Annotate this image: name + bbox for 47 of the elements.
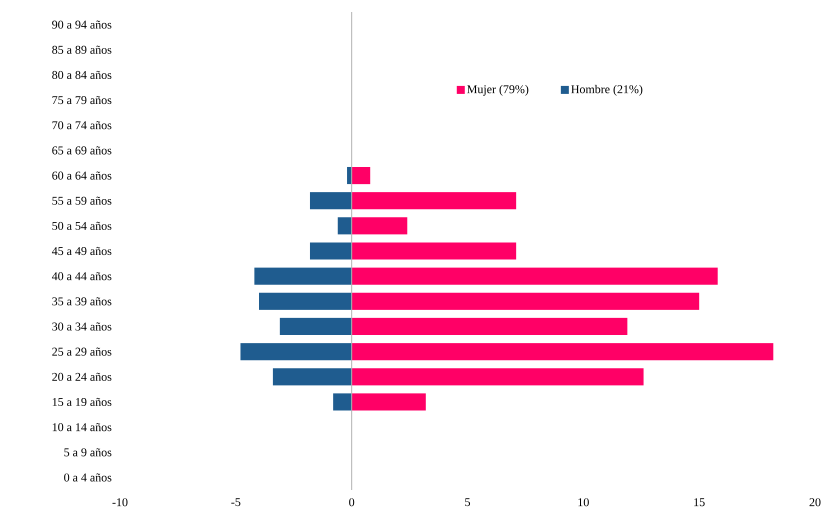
- x-tick-label: 10: [578, 498, 589, 506]
- bar: [352, 268, 718, 285]
- legend-label: Hombre (21%): [571, 84, 642, 96]
- y-tick-label: 20 a 24 años: [52, 372, 112, 381]
- bar: [352, 368, 644, 386]
- y-tick-label: 35 a 39 años: [52, 297, 112, 306]
- bar: [352, 242, 516, 260]
- bar: [280, 318, 352, 336]
- y-tick-label: 85 a 89 años: [52, 46, 112, 54]
- y-tick-label: 30 a 34 años: [52, 322, 112, 331]
- bar: [272, 368, 352, 386]
- bar: [310, 192, 352, 210]
- y-tick-label: 25 a 29 años: [52, 348, 112, 356]
- x-tick-label: -10: [112, 498, 128, 506]
- bar: [352, 166, 370, 184]
- y-tick-label: 50 a 54 años: [52, 222, 112, 230]
- y-tick-label: 45 a 49 años: [52, 246, 112, 256]
- bar: [254, 268, 352, 285]
- bar: [333, 393, 352, 411]
- y-tick-label: 55 a 59 años: [52, 196, 112, 205]
- x-tick-label: 5: [465, 498, 470, 506]
- x-tick-label: 15: [694, 498, 705, 506]
- y-tick-label: 75 a 79 años: [52, 96, 112, 104]
- y-tick-label: 60 a 64 años: [52, 171, 112, 180]
- bar: [352, 217, 408, 234]
- bar: [352, 343, 774, 360]
- y-tick-label: 5 a 9 años: [64, 448, 112, 456]
- y-tick-label: 90 a 94 años: [52, 20, 112, 29]
- bar: [352, 292, 700, 310]
- x-tick-label: 20: [810, 498, 821, 506]
- y-tick-label: 70 a 74 años: [52, 121, 112, 130]
- bar: [338, 217, 352, 234]
- legend-label: Mujer (79%): [467, 84, 528, 96]
- y-tick-label: 0 a 4 años: [64, 473, 112, 482]
- bar: [240, 343, 352, 360]
- x-tick-label: 0: [349, 498, 354, 506]
- bar: [259, 292, 352, 310]
- y-tick-label: 65 a 69 años: [52, 146, 112, 154]
- bar: [310, 242, 352, 260]
- x-tick-label: -5: [231, 498, 240, 506]
- bar: [352, 318, 628, 336]
- y-tick-label: 80 a 84 años: [52, 70, 112, 79]
- y-tick-label: 10 a 14 años: [52, 423, 112, 432]
- y-tick-label: 40 a 44 años: [52, 272, 112, 280]
- bar: [352, 192, 516, 210]
- bar: [352, 393, 426, 411]
- y-tick-label: 15 a 19 años: [52, 398, 112, 406]
